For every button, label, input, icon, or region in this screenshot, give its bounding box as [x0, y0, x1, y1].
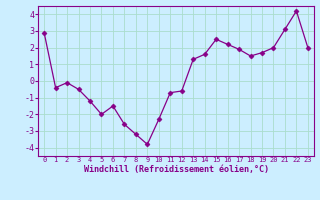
X-axis label: Windchill (Refroidissement éolien,°C): Windchill (Refroidissement éolien,°C)	[84, 165, 268, 174]
